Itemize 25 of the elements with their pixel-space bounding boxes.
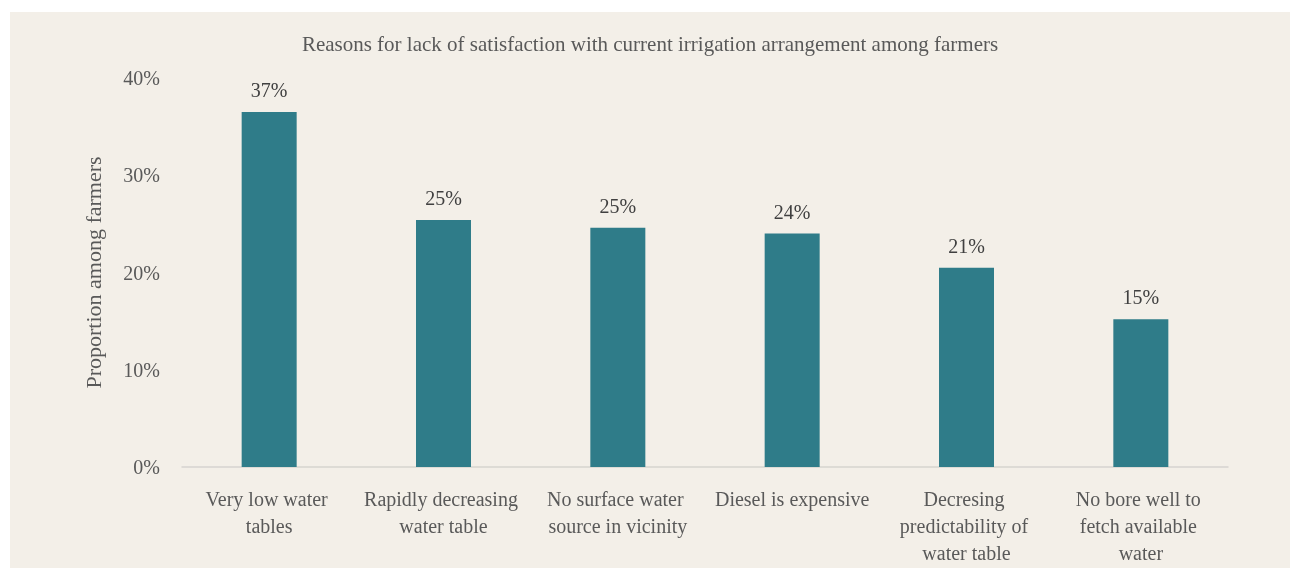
data-label: 25% — [599, 194, 637, 217]
data-label: 24% — [773, 200, 811, 223]
x-tick-label: Rapidly decreasing water table — [364, 487, 523, 537]
x-tick-label: Decresing predictability of water table — [899, 487, 1034, 564]
x-tick-label: No surface water source in vicinity — [547, 487, 689, 538]
bar — [939, 267, 994, 467]
bar — [590, 227, 646, 467]
x-tick-label: Very low water tables — [205, 487, 333, 537]
y-tick-label: 0% — [133, 456, 160, 478]
data-label: 37% — [250, 79, 288, 102]
y-axis-title: Proportion among farmers — [80, 156, 106, 389]
chart-title: Reasons for lack of satisfaction with current irrigation arrangement among farmers — [301, 31, 999, 56]
y-tick-label: 10% — [123, 358, 160, 381]
data-label: 15% — [1122, 286, 1160, 309]
y-tick-label: 20% — [123, 261, 160, 284]
bar — [416, 219, 471, 467]
bar — [241, 112, 297, 467]
data-label: 25% — [425, 186, 462, 209]
y-tick-label: 30% — [123, 164, 160, 187]
bar — [1113, 319, 1169, 467]
bar — [764, 233, 820, 467]
x-tick-label: Diesel is expensive — [714, 487, 870, 511]
data-label: 21% — [948, 234, 985, 257]
y-tick-label: 40% — [123, 67, 160, 89]
x-tick-label: No bore well to fetch available water — [1075, 487, 1206, 564]
